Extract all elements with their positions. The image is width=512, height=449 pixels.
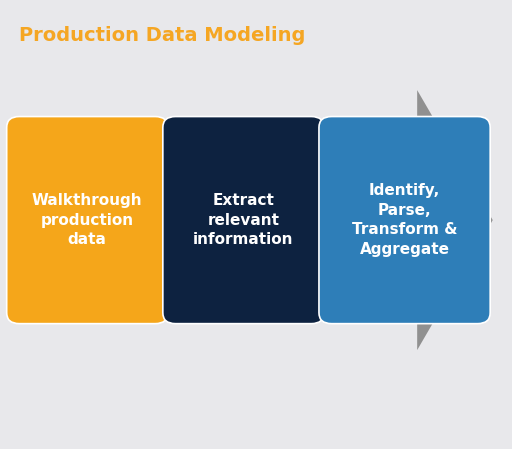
Text: Walkthrough
production
data: Walkthrough production data <box>32 193 142 247</box>
Text: Production Data Modeling: Production Data Modeling <box>19 26 306 45</box>
Text: Identify,
Parse,
Transform &
Aggregate: Identify, Parse, Transform & Aggregate <box>352 183 457 257</box>
FancyBboxPatch shape <box>319 117 490 324</box>
FancyBboxPatch shape <box>163 117 324 324</box>
Polygon shape <box>45 90 493 350</box>
Text: Extract
relevant
information: Extract relevant information <box>193 193 294 247</box>
FancyBboxPatch shape <box>7 117 168 324</box>
